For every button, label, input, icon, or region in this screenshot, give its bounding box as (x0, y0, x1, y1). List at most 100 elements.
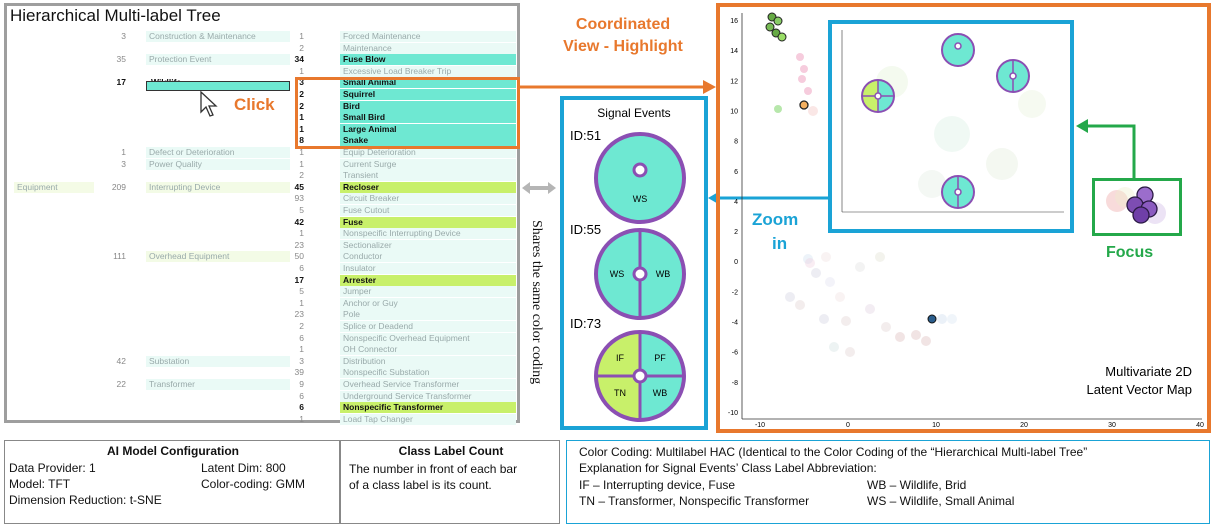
tree-l3-label: Large Animal (340, 123, 516, 135)
tree-l3-label: Splice or Deadend (340, 321, 516, 332)
tree-row[interactable]: 1 Nonspecific Interrupting Device (0, 228, 520, 240)
tree-l3-label: Maintenance (340, 42, 516, 54)
tree-row[interactable]: 1 Small Bird (0, 112, 520, 124)
tree-row[interactable]: 17 Arrester (0, 274, 520, 286)
tree-row[interactable]: 6 Insulator (0, 263, 520, 274)
glyph-55-wb: WB (656, 269, 671, 279)
tree-l3-count: 1 (299, 123, 304, 134)
tree-row[interactable]: 2 Bird (0, 100, 520, 112)
tree-l3-count: 6 (299, 402, 304, 413)
config-title: AI Model Configuration (107, 444, 239, 458)
y-tick-label: -10 (728, 410, 738, 417)
tree-row[interactable]: 1 Defect or Deterioration 1 Equip Deteriora… (0, 147, 520, 158)
config-provider: Data Provider: 1 (9, 461, 96, 475)
focus-arrow (1076, 119, 1136, 178)
tree-l3-count: 1 (299, 112, 304, 123)
tree-l3-label: Fuse (340, 216, 516, 228)
tree-l2-count: 3 (121, 31, 126, 41)
y-tick-label: 14 (730, 48, 738, 55)
glyph-55-ws: WS (610, 269, 625, 279)
glyph-73[interactable]: IF PF TN WB (590, 326, 690, 426)
tree-row[interactable]: 111 Overhead Equipment 50 Conductor (0, 251, 520, 263)
tree-row[interactable]: 8 Snake (0, 135, 520, 147)
tree-l3-count: 1 (299, 413, 304, 424)
tree-rows: 3 Construction & Maintenance 1 Forced Maint… (0, 0, 520, 430)
tree-l2-label: Power Quality (146, 158, 290, 170)
tree-row[interactable]: 5 Jumper (0, 286, 520, 298)
tree-row[interactable]: 42 Fuse (0, 216, 520, 228)
tree-row[interactable]: 6 Nonspecific Overhead Equipment (0, 332, 520, 344)
wildlife-bar[interactable] (146, 81, 290, 91)
tree-l3-label: Recloser (340, 181, 516, 193)
y-ticks: 16 14 12 10 8 6 4 2 0 -2 -4 -6 -8 -10 (728, 18, 738, 417)
config-latent: Latent Dim: 800 (201, 461, 286, 475)
tree-l3-count: 50 (294, 251, 304, 262)
tree-l3-label: Distribution (340, 355, 516, 367)
tree-row[interactable]: 1 Load Tap Changer (0, 413, 520, 425)
tree-l3-label: Current Surge (340, 158, 516, 170)
coding-ws: WS – Wildlife, Small Animal (867, 494, 1015, 508)
tree-row[interactable]: 2 Squirrel (0, 89, 520, 100)
tree-l3-label: Load Tap Changer (340, 413, 516, 425)
tree-row[interactable]: 1 OH Connector (0, 344, 520, 356)
glyph-51-label: WS (633, 194, 648, 204)
signal-title: Signal Events (597, 106, 671, 120)
tree-l3-count: 1 (299, 158, 304, 169)
tree-row[interactable]: 2 Transient (0, 170, 520, 182)
tree-l3-label: Nonspecific Substation (340, 367, 516, 379)
tree-row[interactable]: 42 Substation 3 Distribution (0, 355, 520, 367)
tree-l3-label: Fuse Blow (340, 54, 516, 66)
tree-l3-label: Squirrel (340, 89, 516, 100)
coding-if: IF – Interrupting device, Fuse (579, 478, 736, 492)
tree-row[interactable]: 3 Power Quality 1 Current Surge (0, 158, 520, 170)
glyph-73-if: IF (616, 353, 625, 363)
tree-l2-label: Construction & Maintenance (146, 31, 290, 42)
tree-row[interactable]: 39 Nonspecific Substation (0, 367, 520, 379)
tree-row[interactable]: Equipment 209 Interrupting Device 45 Reclose… (0, 181, 520, 193)
tree-l3-label: Bird (340, 100, 516, 112)
tree-row[interactable]: 2 Splice or Deadend (0, 321, 520, 332)
tree-l3-label: Snake (340, 135, 516, 147)
y-tick-label: 2 (734, 229, 738, 236)
tree-row[interactable]: 6 Underground Service Transformer (0, 390, 520, 402)
tree-row[interactable]: 1 Large Animal (0, 123, 520, 135)
tree-l3-label: Nonspecific Transformer (340, 402, 516, 414)
tree-row[interactable]: 35 Protection Event 34 Fuse Blow (0, 54, 520, 66)
tree-row[interactable]: 3 Construction & Maintenance 1 Forced Maint… (0, 31, 520, 42)
x-ticks: -10 0 10 20 30 40 (755, 422, 1204, 429)
y-tick-label: 4 (734, 199, 738, 206)
tree-l3-label: Arrester (340, 274, 516, 286)
x-tick-label: 20 (1020, 422, 1028, 429)
tree-row[interactable]: 23 Sectionalizer (0, 239, 520, 251)
tree-l3-label: Circuit Breaker (340, 193, 516, 205)
coding-box: Color Coding: Multilabel HAC (Identical … (566, 440, 1210, 524)
shares-color-text: Shares the same color coding (529, 220, 544, 385)
glyph-51[interactable]: WS (590, 128, 690, 228)
tree-l2-count: 35 (116, 54, 126, 65)
tree-row[interactable]: 1 Anchor or Guy (0, 297, 520, 309)
count-text: The number in front of each bar of a cla… (349, 462, 518, 492)
tree-l3-count: 6 (299, 263, 304, 273)
click-label: Click (234, 95, 275, 114)
coordinated-arrow (518, 80, 716, 94)
scatter-points (765, 12, 957, 357)
tree-l3-count: 2 (299, 42, 304, 53)
tree-row[interactable]: 93 Circuit Breaker (0, 193, 520, 205)
tree-row[interactable]: 22 Transformer 9 Overhead Service Transform… (0, 379, 520, 390)
tree-row[interactable]: 5 Fuse Cutout (0, 205, 520, 216)
tree-l2-count: 17 (116, 77, 126, 88)
glyph-73-tn: TN (614, 388, 626, 398)
tree-l1-label: Equipment (14, 181, 94, 193)
focus-cluster[interactable] (1095, 181, 1179, 233)
config-box: AI Model Configuration Data Provider: 1 … (4, 440, 340, 524)
tree-row[interactable]: 2 Maintenance (0, 42, 520, 54)
tree-row[interactable]: 6 Nonspecific Transformer (0, 402, 520, 414)
tree-row[interactable]: 1 Excessive Load Breaker Trip (0, 65, 520, 77)
config-color: Color-coding: GMM (201, 477, 306, 491)
tree-row[interactable]: 23 Pole (0, 309, 520, 321)
tree-l3-count: 23 (294, 239, 304, 250)
glyph-55[interactable]: WS WB (590, 224, 690, 324)
y-tick-label: -6 (732, 350, 738, 357)
tree-l3-count: 1 (299, 147, 304, 157)
